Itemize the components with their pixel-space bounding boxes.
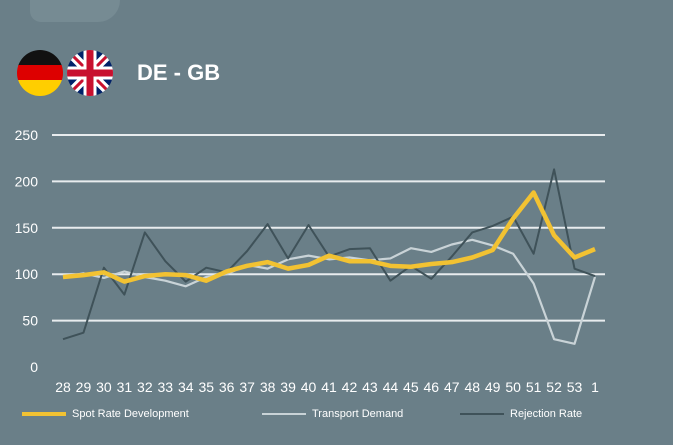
x-tick-label: 35	[198, 379, 214, 395]
x-tick-label: 42	[342, 379, 358, 395]
legend-swatch	[460, 413, 504, 415]
map-fragment	[30, 0, 120, 22]
x-tick-label: 52	[546, 379, 562, 395]
page-title: DE - GB	[137, 60, 221, 85]
x-tick-label: 32	[137, 379, 153, 395]
x-tick-label: 53	[567, 379, 583, 395]
x-tick-label: 39	[280, 379, 296, 395]
x-tick-label: 46	[424, 379, 440, 395]
series-line-spot-rate-development	[62, 190, 596, 284]
x-tick-label: 41	[321, 379, 337, 395]
x-tick-label: 29	[76, 379, 92, 395]
x-tick-label: 1	[591, 379, 599, 395]
x-tick-label: 36	[219, 379, 235, 395]
legend-item: Rejection Rate	[460, 408, 582, 420]
x-tick-label: 31	[117, 379, 133, 395]
x-tick-label: 30	[96, 379, 112, 395]
x-tick-label: 44	[383, 379, 399, 395]
x-tick-label: 40	[301, 379, 317, 395]
x-tick-label: 45	[403, 379, 419, 395]
legend-label: Rejection Rate	[510, 408, 583, 420]
x-tick-label: 37	[239, 379, 255, 395]
x-tick-label: 47	[444, 379, 460, 395]
series-line-transport-demand	[62, 238, 597, 345]
y-tick-label: 100	[15, 266, 39, 282]
legend-label: Spot Rate Development	[72, 408, 189, 420]
x-tick-label: 51	[526, 379, 542, 395]
x-tick-label: 49	[485, 379, 501, 395]
y-tick-label: 250	[15, 127, 39, 143]
legend-swatch	[262, 413, 306, 415]
legend-swatch	[22, 412, 66, 416]
germany-flag-icon	[17, 50, 63, 96]
x-tick-label: 48	[464, 379, 480, 395]
x-tick-label: 28	[55, 379, 71, 395]
y-tick-label: 150	[15, 220, 39, 236]
x-tick-label: 50	[505, 379, 521, 395]
y-tick-label: 200	[15, 173, 39, 189]
legend-item: Spot Rate Development	[22, 408, 189, 420]
x-tick-label: 38	[260, 379, 276, 395]
legend-item: Transport Demand	[262, 408, 403, 420]
x-tick-label: 43	[362, 379, 378, 395]
x-tick-label: 34	[178, 379, 194, 395]
legend-label: Transport Demand	[312, 408, 404, 420]
y-tick-label: 0	[30, 359, 38, 375]
y-tick-label: 50	[22, 313, 38, 329]
x-tick-label: 33	[158, 379, 174, 395]
